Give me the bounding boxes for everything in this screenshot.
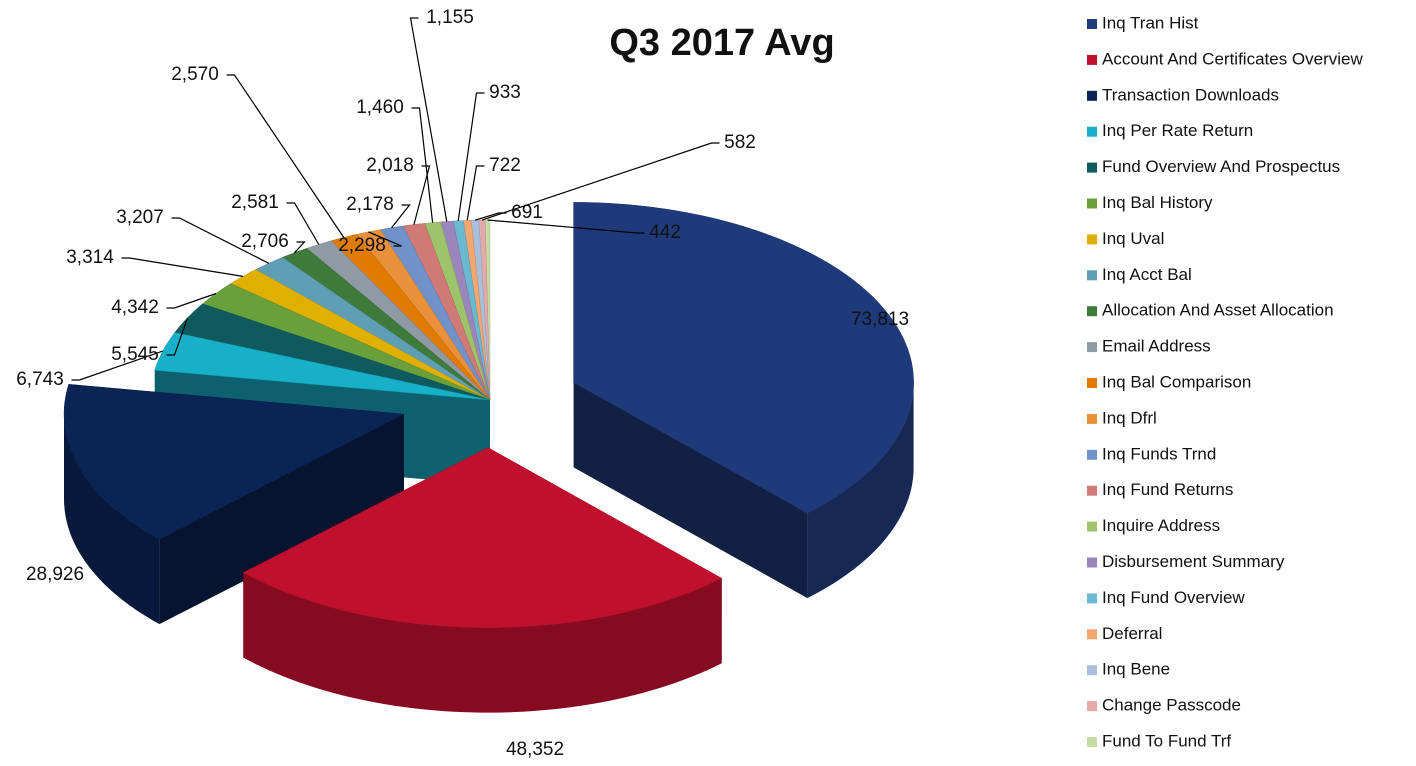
legend-swatch: [1087, 270, 1097, 281]
legend-label: Transaction Downloads: [1102, 85, 1279, 104]
legend-label: Inq Tran Hist: [1102, 13, 1199, 32]
legend-label: Inq Fund Returns: [1102, 480, 1233, 499]
data-label: 442: [649, 222, 681, 243]
leader-line: [457, 92, 485, 221]
legend-label: Fund To Fund Trf: [1102, 731, 1231, 750]
legend-swatch: [1087, 198, 1097, 209]
data-label: 722: [489, 155, 521, 176]
data-label: 3,207: [116, 207, 164, 228]
legend-label: Inq Per Rate Return: [1102, 121, 1253, 140]
data-label: 2,570: [171, 64, 219, 85]
leader-line: [121, 257, 243, 277]
data-label: 48,352: [506, 739, 564, 760]
slice-wall: [64, 414, 160, 625]
data-label: 1,155: [426, 7, 474, 28]
slice-side: [573, 382, 808, 599]
legend-swatch: [1087, 162, 1097, 173]
legend-swatch: [1087, 557, 1097, 568]
legend-swatch: [1087, 90, 1097, 101]
slice: [63, 384, 405, 625]
slice-top: [573, 202, 914, 514]
leader-line: [411, 107, 434, 223]
legend-swatch: [1087, 234, 1097, 245]
legend-label: Inq Fund Overview: [1102, 588, 1245, 607]
leader-line: [413, 165, 431, 225]
legend-label: Account And Certificates Overview: [1102, 49, 1364, 68]
data-label: 6,743: [16, 369, 64, 390]
legend-swatch: [1087, 593, 1097, 604]
legend-label: Inq Acct Bal: [1102, 265, 1192, 284]
legend-swatch: [1087, 485, 1097, 496]
leader-line: [466, 165, 485, 221]
data-label: 3,314: [66, 247, 114, 268]
slice-top: [174, 303, 491, 401]
data-label: 933: [489, 82, 521, 103]
legend-label: Deferral: [1102, 624, 1162, 643]
leader-line: [226, 74, 345, 238]
data-label: 28,926: [26, 564, 84, 585]
leader-line: [171, 217, 270, 264]
legend-label: Change Passcode: [1102, 696, 1241, 715]
data-label: 2,581: [231, 192, 279, 213]
legend-label: Inq Dfrl: [1102, 408, 1157, 427]
leader-line: [409, 17, 448, 222]
data-label: 2,298: [338, 235, 386, 256]
leader-line: [286, 202, 320, 245]
legend-swatch: [1087, 413, 1097, 424]
legend-label: Fund Overview And Prospectus: [1102, 157, 1340, 176]
legend-label: Allocation And Asset Allocation: [1102, 301, 1334, 320]
legend-swatch: [1087, 737, 1097, 747]
leader-line: [166, 292, 217, 309]
chart-title: Q3 2017 Avg: [609, 22, 834, 64]
leader-line: [71, 350, 163, 381]
legend-label: Inq Bene: [1102, 660, 1170, 679]
slice-top: [63, 384, 405, 540]
slice: [573, 202, 914, 599]
slice-top: [242, 447, 723, 628]
legend-swatch: [1087, 19, 1097, 29]
legend-swatch: [1087, 449, 1097, 460]
data-label: 2,178: [346, 194, 394, 215]
legend-swatch: [1087, 306, 1097, 317]
legend-label: Disbursement Summary: [1102, 552, 1285, 571]
slice: [242, 447, 723, 713]
legend-label: Inq Bal Comparison: [1102, 372, 1251, 391]
data-label: 5,545: [111, 344, 159, 365]
data-label: 4,342: [111, 297, 159, 318]
data-label: 582: [724, 132, 756, 153]
legend-swatch: [1087, 629, 1097, 640]
data-label: 1,460: [356, 97, 404, 118]
leader-line: [481, 142, 720, 221]
data-label: 73,813: [851, 309, 909, 330]
legend-label: Inquire Address: [1102, 516, 1220, 535]
legend-label: Inq Uval: [1102, 229, 1164, 248]
leader-line: [487, 219, 645, 234]
legend-swatch: [1087, 378, 1097, 388]
slice-wall: [243, 572, 722, 713]
data-label: 2,018: [366, 155, 414, 176]
slice-top: [154, 332, 491, 401]
legend-swatch: [1087, 521, 1097, 532]
leader-line: [368, 231, 402, 247]
leader-line: [391, 204, 411, 229]
slice-wall: [807, 382, 914, 599]
legend-swatch: [1087, 701, 1097, 712]
legend-swatch: [1087, 665, 1097, 676]
legend-swatch: [1087, 342, 1097, 353]
legend-label: Email Address: [1102, 337, 1211, 356]
legend-label: Inq Bal History: [1102, 193, 1213, 212]
leader-line: [293, 241, 306, 254]
legend-label: Inq Funds Trnd: [1102, 444, 1216, 463]
leader-line: [166, 317, 189, 356]
legend-swatch: [1087, 126, 1097, 137]
legend-swatch: [1087, 54, 1097, 65]
data-label: 2,706: [241, 231, 289, 252]
